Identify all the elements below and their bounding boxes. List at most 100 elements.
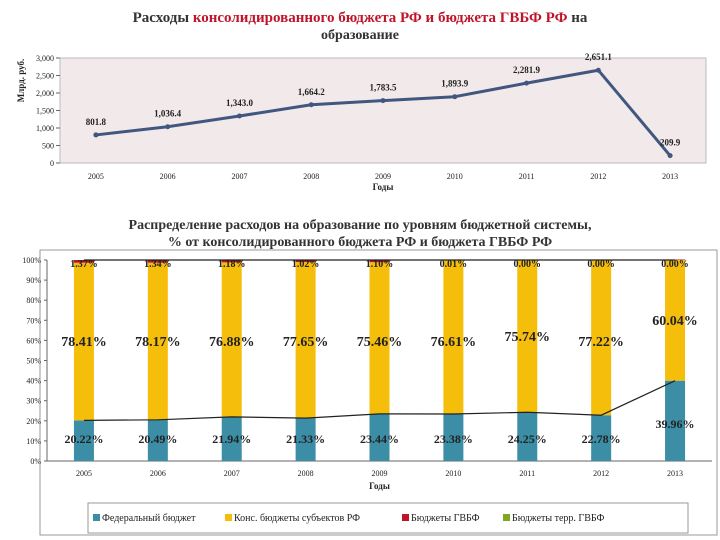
line-point	[165, 124, 171, 130]
bar-label-gvbf: 0.01%	[440, 259, 468, 270]
line-data-label: 801.8	[86, 117, 107, 127]
bar-x-tick-label: 2005	[76, 469, 92, 478]
bar-segment-regional	[517, 260, 538, 413]
bar-segment-regional	[443, 260, 464, 415]
bar-segment-federal	[443, 414, 464, 461]
bar-label-gvbf: 1.10%	[366, 259, 394, 270]
bar-segment-regional	[369, 262, 390, 414]
line-point	[524, 80, 530, 86]
line-x-tick-label: 2012	[590, 172, 606, 181]
line-y-tick-label: 3,000	[36, 54, 54, 63]
legend-label: Конс. бюджеты субъектов РФ	[234, 513, 360, 524]
bar-label-federal: 23.38%	[434, 432, 473, 446]
bar-y-tick-label: 70%	[26, 316, 41, 325]
bar-segment-federal	[147, 419, 168, 461]
line-y-tick-label: 500	[42, 142, 54, 151]
bar-label-regional: 76.61%	[431, 335, 477, 350]
line-y-tick-label: 2,500	[36, 72, 54, 81]
bar-label-regional: 78.41%	[61, 335, 107, 350]
chart2-title-line2: % от консолидированного бюджета РФ и бюд…	[167, 235, 553, 250]
bar-label-regional: 76.88%	[209, 335, 255, 350]
bar-segment-gvbf	[369, 260, 390, 263]
bar-x-tick-label: 2007	[224, 469, 240, 478]
bar-segment-gvbf	[147, 260, 168, 263]
bar-segment-federal	[221, 416, 242, 461]
chart1-title-line2: образование	[321, 28, 399, 43]
line-data-label: 2,651.1	[585, 52, 613, 62]
bar-x-tick-label: 2012	[593, 469, 609, 478]
bar-label-regional: 60.04%	[652, 314, 698, 329]
bar-segment-regional	[665, 260, 686, 381]
bar-segment-gvbf	[295, 260, 316, 263]
bar-chart-frame	[39, 249, 718, 536]
bar-y-tick-label: 80%	[26, 296, 41, 305]
bar-segment-federal	[369, 413, 390, 461]
bar-label-gvbf: 0.00%	[514, 259, 542, 270]
bar-x-tick-label: 2009	[372, 469, 388, 478]
bar-x-tick-label: 2006	[150, 469, 166, 478]
bar-x-tick-label: 2010	[445, 469, 461, 478]
line-point	[667, 153, 673, 159]
bar-segment-regional	[221, 262, 242, 417]
bar-label-gvbf: 0.00%	[661, 259, 689, 270]
bar-label-gvbf: 1.34%	[144, 259, 172, 270]
line-point	[93, 132, 99, 138]
bar-label-gvbf: 1.02%	[292, 259, 320, 270]
bar-y-tick-label: 0%	[30, 457, 41, 466]
bar-y-tick-label: 60%	[26, 336, 41, 345]
legend-swatch	[93, 514, 100, 521]
bar-segment-regional	[295, 262, 316, 419]
line-x-tick-label: 2011	[519, 172, 535, 181]
bar-segment-regional	[147, 262, 168, 420]
line-x-tick-label: 2013	[662, 172, 678, 181]
bar-label-federal: 23.44%	[360, 432, 399, 446]
line-y-tick-label: 1,500	[36, 107, 54, 116]
legend-label: Бюджеты терр. ГВБФ	[512, 513, 604, 524]
line-data-label: 2,281.9	[513, 65, 541, 75]
bar-label-federal: 22.78%	[582, 432, 621, 446]
federal-share-line	[83, 380, 676, 421]
bar-label-regional: 77.65%	[283, 335, 329, 350]
bar-y-tick-label: 40%	[26, 377, 41, 386]
bar-x-tick-label: 2011	[519, 469, 535, 478]
bar-x-axis-title: Годы	[369, 481, 390, 491]
line-y-tick-label: 0	[50, 159, 54, 168]
legend-swatch	[402, 514, 409, 521]
bar-y-tick-label: 20%	[26, 417, 41, 426]
legend-swatch	[225, 514, 232, 521]
chart1-title-part2: на	[567, 10, 588, 26]
line-point	[308, 102, 314, 108]
line-x-tick-label: 2008	[303, 172, 319, 181]
bar-y-tick-label: 90%	[26, 276, 41, 285]
bar-label-gvbf: 0.00%	[587, 259, 615, 270]
bar-x-tick-label: 2008	[298, 469, 314, 478]
line-point	[380, 98, 386, 104]
chart2-title-line1: Распределение расходов на образование по…	[128, 218, 592, 233]
line-x-tick-label: 2010	[447, 172, 463, 181]
bar-label-regional: 78.17%	[135, 335, 181, 350]
legend-swatch	[503, 514, 510, 521]
line-x-tick-label: 2005	[88, 172, 104, 181]
line-x-tick-label: 2009	[375, 172, 391, 181]
line-x-tick-label: 2006	[160, 172, 176, 181]
line-point	[595, 67, 601, 73]
line-data-label: 1,343.0	[226, 98, 254, 108]
bar-segment-gvbf	[221, 260, 242, 263]
legend-box	[87, 502, 689, 534]
line-y-axis-title: Млрд. руб.	[16, 59, 26, 103]
bar-label-regional: 75.74%	[505, 330, 551, 345]
line-data-label: 1,783.5	[370, 83, 398, 93]
line-point	[452, 94, 458, 100]
line-data-label: 1,036.4	[154, 109, 182, 119]
bar-label-gvbf: 1.37%	[70, 259, 98, 270]
bar-label-federal: 39.96%	[656, 417, 695, 431]
bar-label-regional: 75.46%	[357, 335, 403, 350]
bar-segment-federal	[73, 420, 94, 461]
line-y-tick-label: 2,000	[36, 89, 54, 98]
line-x-axis-title: Годы	[373, 182, 394, 192]
bar-label-federal: 24.25%	[508, 432, 547, 446]
bar-label-gvbf: 1.18%	[218, 259, 246, 270]
chart1-title-highlight: консолидированного бюджета РФ и бюджета …	[192, 10, 568, 26]
bar-label-federal: 21.33%	[286, 432, 325, 446]
bar-y-tick-label: 10%	[26, 437, 41, 446]
